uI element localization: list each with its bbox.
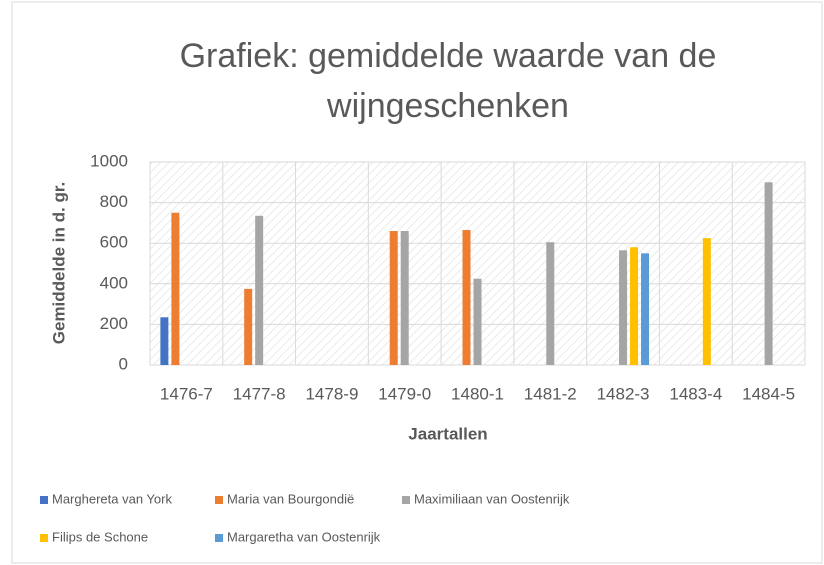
x-tick-label: 1484-5 — [742, 384, 795, 403]
bar — [764, 182, 773, 365]
x-tick-label: 1479-0 — [378, 384, 431, 403]
legend-swatch — [40, 534, 48, 542]
x-tick-label: 1481-2 — [524, 384, 577, 403]
legend-label: Maria van Bourgondië — [227, 491, 354, 506]
bar — [389, 231, 398, 365]
legend-label: Margaretha van Oostenrijk — [227, 529, 381, 544]
x-tick-label: 1477-8 — [233, 384, 286, 403]
y-tick-label: 400 — [100, 273, 128, 292]
legend-swatch — [402, 496, 410, 504]
y-tick-label: 1000 — [90, 151, 128, 170]
x-tick-label: 1482-3 — [597, 384, 650, 403]
x-tick-label: 1480-1 — [451, 384, 504, 403]
legend-swatch — [215, 496, 223, 504]
legend-label: Marghereta van York — [52, 491, 172, 506]
bar — [702, 238, 711, 365]
y-axis-title: Gemiddelde in d. gr. — [49, 182, 68, 344]
bar — [400, 231, 409, 365]
bar — [473, 278, 482, 365]
y-tick-label: 200 — [100, 314, 128, 333]
legend-swatch — [40, 496, 48, 504]
legend-label: Filips de Schone — [52, 529, 148, 544]
y-tick-label: 800 — [100, 192, 128, 211]
x-tick-label: 1478-9 — [305, 384, 358, 403]
bar — [630, 247, 639, 365]
y-tick-label: 600 — [100, 233, 128, 252]
chart-title: Grafiek: gemiddelde waarde van de — [180, 37, 717, 75]
bar — [546, 242, 555, 365]
bar — [244, 288, 253, 365]
legend-label: Maximiliaan van Oostenrijk — [414, 491, 570, 506]
bar — [462, 230, 471, 365]
x-tick-label: 1483-4 — [669, 384, 722, 403]
y-tick-label: 0 — [119, 354, 128, 373]
bar — [619, 250, 628, 365]
bar — [171, 212, 180, 365]
bar — [641, 253, 650, 365]
x-tick-label: 1476-7 — [160, 384, 213, 403]
x-axis-title: Jaartallen — [408, 424, 487, 443]
legend-swatch — [215, 534, 223, 542]
bar — [160, 317, 169, 365]
bar — [255, 215, 264, 365]
chart-title: wijngeschenken — [326, 87, 569, 125]
